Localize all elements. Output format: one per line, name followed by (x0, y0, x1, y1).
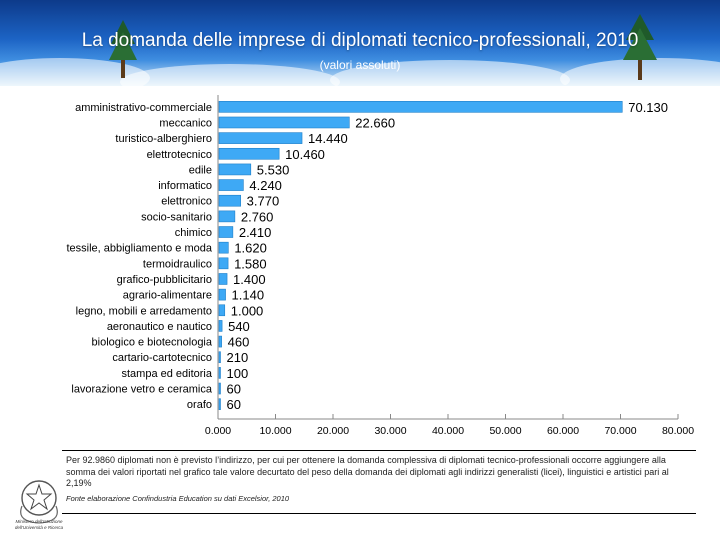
page-subtitle: (valori assoluti) (319, 58, 401, 72)
data-label: 3.770 (247, 194, 280, 209)
footnote: Per 92.9860 diplomati non è previsto l’i… (66, 455, 669, 488)
data-label: 1.000 (231, 303, 264, 318)
data-label: 1.400 (233, 272, 266, 287)
category-label: agrario-alimentare (123, 290, 212, 302)
page-title: La domanda delle imprese di diplomati te… (81, 30, 639, 51)
category-label: turistico-alberghiero (115, 133, 212, 145)
data-label: 2.760 (241, 209, 274, 224)
category-label: socio-sanitario (141, 211, 212, 223)
bar (218, 241, 229, 254)
bar (218, 398, 221, 410)
category-label: lavorazione vetro e ceramica (71, 384, 213, 396)
data-label: 1.580 (234, 256, 267, 271)
source-note: Fonte elaborazione Confindustria Educati… (66, 494, 290, 503)
category-label: termoidraulico (143, 258, 212, 270)
data-label: 100 (227, 366, 249, 381)
data-label: 1.140 (232, 288, 265, 303)
bar (218, 382, 221, 395)
bar (218, 163, 252, 176)
x-tick-label: 40.000 (432, 425, 464, 436)
bar (218, 257, 229, 270)
category-label: chimico (175, 227, 212, 239)
data-label: 5.530 (257, 162, 290, 177)
republic-emblem-icon (20, 480, 58, 524)
data-label: 540 (228, 319, 250, 334)
data-label: 60 (227, 397, 241, 412)
x-tick-label: 0.000 (205, 425, 231, 436)
data-label: 210 (227, 350, 249, 365)
footer-divider (62, 513, 696, 514)
x-tick-label: 20.000 (317, 425, 349, 436)
cloud-decoration (330, 60, 570, 86)
bar (218, 147, 280, 160)
category-label: informatico (158, 180, 212, 192)
bar (218, 335, 222, 348)
bar (218, 116, 350, 129)
category-label: edile (189, 164, 212, 176)
bar (218, 194, 241, 207)
bar (218, 304, 226, 317)
bar (218, 273, 228, 285)
category-label: biologico e biotecnologia (92, 337, 213, 349)
bar (218, 210, 236, 223)
data-label: 70.130 (628, 100, 668, 115)
x-tick-label: 80.000 (662, 425, 694, 436)
ministry-label: Ministero dell’Istruzione dell’Universit… (14, 519, 64, 530)
data-label: 1.620 (234, 241, 267, 256)
category-label: elettrotecnico (147, 149, 212, 161)
x-tick-label: 10.000 (259, 425, 291, 436)
category-label: tessile, abbigliamento e moda (66, 243, 212, 255)
category-label: grafico-pubblicitario (117, 274, 212, 286)
bar (218, 226, 234, 238)
bar (218, 367, 221, 379)
data-label: 14.440 (308, 131, 348, 146)
data-label: 4.240 (249, 178, 282, 193)
x-tick-label: 30.000 (374, 425, 406, 436)
data-label: 10.460 (285, 147, 325, 162)
category-label: amministrativo-commerciale (75, 102, 212, 114)
bar (218, 132, 303, 144)
bar (218, 351, 221, 364)
category-label: aeronautico e nautico (107, 321, 212, 333)
footer-divider (62, 450, 696, 451)
x-tick-label: 60.000 (547, 425, 579, 436)
slide-header: La domanda delle imprese di diplomati te… (0, 0, 720, 86)
tree-icon (623, 14, 657, 80)
x-tick-label: 50.000 (489, 425, 521, 436)
bar-chart: amministrativo-commerciale 70.130 meccanic… (66, 95, 694, 436)
data-label: 22.660 (355, 115, 395, 130)
category-label: legno, mobili e arredamento (76, 305, 212, 317)
category-label: elettronico (161, 196, 212, 208)
category-label: cartario-cartotecnico (112, 352, 212, 364)
data-label: 2.410 (239, 225, 272, 240)
category-label: meccanico (159, 117, 212, 129)
bar (218, 179, 244, 191)
data-label: 460 (228, 335, 250, 350)
data-label: 60 (227, 382, 241, 397)
cloud-decoration (120, 64, 340, 86)
category-label: stampa ed editoria (122, 368, 213, 380)
category-label: orafo (187, 399, 212, 411)
bar (218, 320, 223, 332)
bar (218, 288, 226, 301)
bar (218, 101, 623, 113)
tree-icon (109, 20, 137, 78)
x-tick-label: 70.000 (604, 425, 636, 436)
